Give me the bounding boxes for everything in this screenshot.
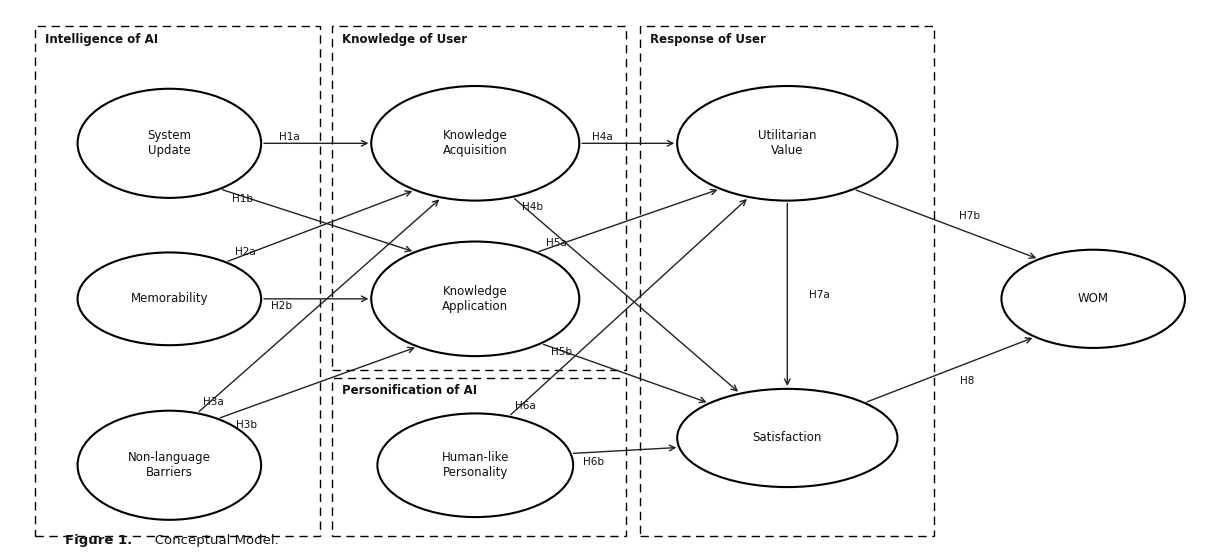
Text: H3b: H3b <box>235 420 256 430</box>
Text: H5b: H5b <box>551 347 572 357</box>
Text: H8: H8 <box>960 376 975 386</box>
Bar <box>34 26 320 536</box>
Ellipse shape <box>371 86 579 201</box>
Ellipse shape <box>377 413 573 517</box>
Text: Conceptual Model.: Conceptual Model. <box>143 534 280 547</box>
Text: H3a: H3a <box>203 397 224 407</box>
Text: H4b: H4b <box>522 202 543 212</box>
Text: H2b: H2b <box>271 301 292 311</box>
Text: Satisfaction: Satisfaction <box>753 432 822 444</box>
Text: H6b: H6b <box>583 457 604 467</box>
Text: H6a: H6a <box>515 401 536 411</box>
Text: Non-language
Barriers: Non-language Barriers <box>128 452 211 479</box>
Text: H1b: H1b <box>232 194 253 204</box>
Ellipse shape <box>78 411 261 520</box>
Text: H5a: H5a <box>546 238 567 248</box>
Bar <box>333 26 626 370</box>
Bar <box>641 26 934 536</box>
Text: Intelligence of AI: Intelligence of AI <box>44 33 158 45</box>
Text: Personification of AI: Personification of AI <box>342 384 477 398</box>
Text: Human-like
Personality: Human-like Personality <box>441 452 509 479</box>
Text: Knowledge of User: Knowledge of User <box>342 33 467 45</box>
Ellipse shape <box>78 253 261 345</box>
Ellipse shape <box>678 86 897 201</box>
Ellipse shape <box>78 89 261 198</box>
Text: Memorability: Memorability <box>131 293 208 305</box>
Text: WOM: WOM <box>1078 293 1109 305</box>
Text: Knowledge
Acquisition: Knowledge Acquisition <box>442 129 508 157</box>
Text: Utilitarian
Value: Utilitarian Value <box>758 129 817 157</box>
Bar <box>333 378 626 536</box>
Text: System
Update: System Update <box>148 129 191 157</box>
Text: Response of User: Response of User <box>650 33 766 45</box>
Text: H1a: H1a <box>280 132 301 142</box>
Ellipse shape <box>1002 250 1185 348</box>
Text: H2a: H2a <box>235 247 256 257</box>
Text: H7a: H7a <box>809 290 830 300</box>
Ellipse shape <box>371 242 579 356</box>
Text: H7b: H7b <box>958 211 979 221</box>
Text: Figure 1.: Figure 1. <box>65 534 133 547</box>
Ellipse shape <box>678 389 897 487</box>
Text: H4a: H4a <box>591 132 612 142</box>
Text: Knowledge
Application: Knowledge Application <box>442 285 509 313</box>
